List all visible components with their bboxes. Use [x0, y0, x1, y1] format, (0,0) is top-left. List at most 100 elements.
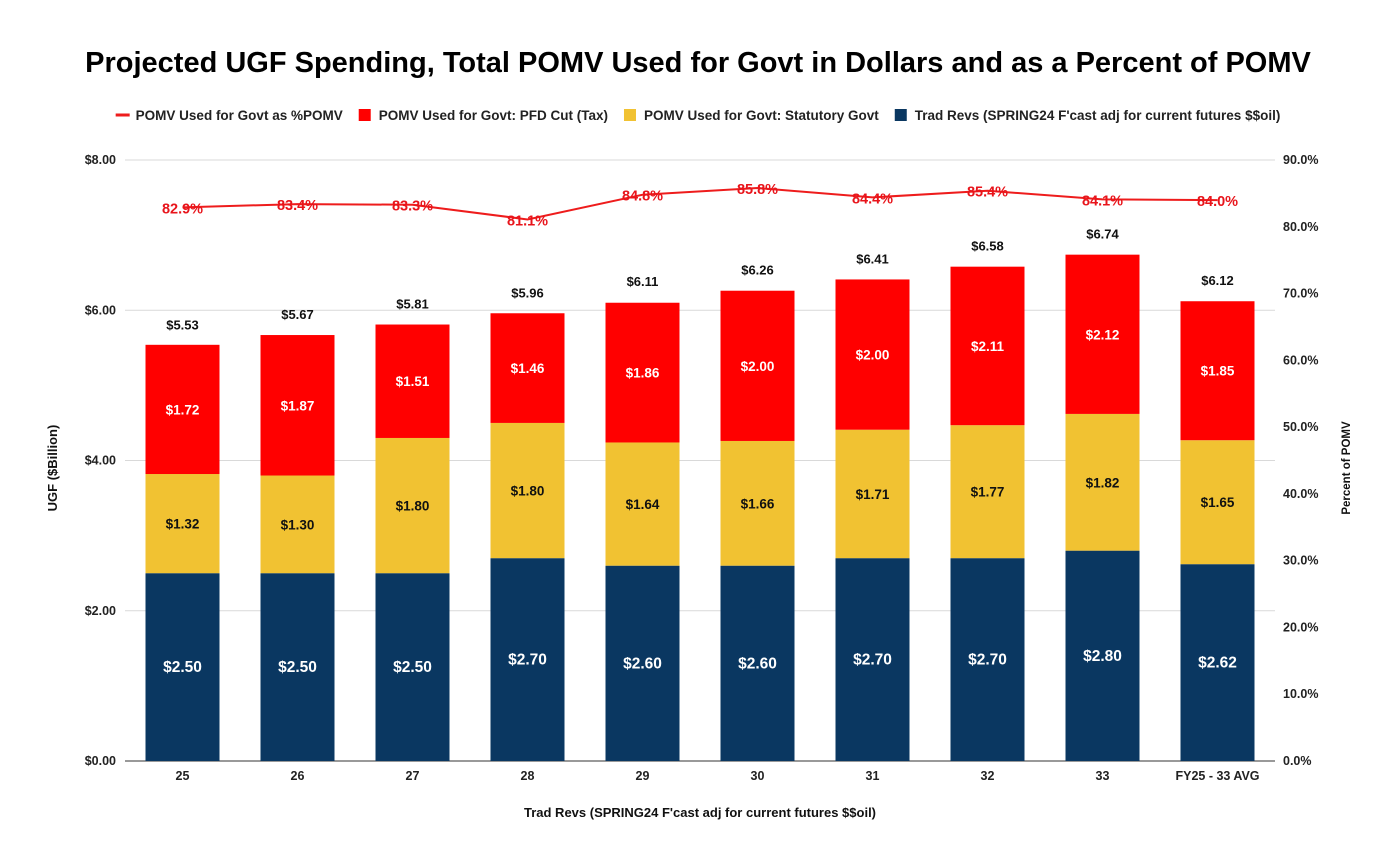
total-label: $5.96: [511, 285, 544, 300]
data-label-trad: $2.50: [393, 659, 432, 676]
data-label-pfd: $1.87: [281, 398, 315, 413]
bar-statutory: [1180, 440, 1255, 565]
bar-statutory: [145, 474, 220, 574]
y2-tick-label: 30.0%: [1283, 554, 1318, 568]
bar-trad: [1065, 550, 1140, 761]
data-label-trad: $2.50: [163, 659, 202, 676]
data-label-trad: $2.62: [1198, 655, 1237, 672]
percent-label: 81.1%: [507, 213, 548, 229]
y2-tick-label: 20.0%: [1283, 620, 1318, 634]
x-tick-label: FY25 - 33 AVG: [1175, 769, 1259, 783]
y-tick-label: $4.00: [85, 454, 116, 468]
x-tick-label: 26: [291, 769, 305, 783]
x-tick-label: 29: [636, 769, 650, 783]
percent-label: 84.8%: [622, 189, 663, 205]
total-label: $6.12: [1201, 273, 1234, 288]
percent-label: 85.8%: [737, 182, 778, 198]
data-label-pfd: $2.00: [741, 359, 775, 374]
total-labels: $5.53 $5.67 $5.81 $5.96 $6.11 $6.26 $6.41 $6.58…: [166, 227, 1234, 333]
total-label: $6.74: [1086, 227, 1119, 242]
bar-trad: [375, 573, 450, 761]
x-tick-label: 28: [521, 769, 535, 783]
data-label-pfd: $2.11: [971, 339, 1005, 354]
bar-statutory: [490, 422, 565, 559]
bar-pfd: [490, 313, 565, 423]
total-label: $5.81: [396, 297, 429, 312]
x-tick-label: 30: [751, 769, 765, 783]
segment-labels: $2.50 $1.32 $1.72 $2.50 $1.30 $1.87 $2.50 $1.80…: [163, 327, 1237, 676]
bar-statutory: [950, 425, 1025, 559]
bar-statutory: [1065, 413, 1140, 551]
total-label: $6.41: [856, 251, 889, 266]
data-label-pfd: $1.72: [166, 402, 200, 417]
y-tick-label: $6.00: [85, 303, 116, 317]
total-label: $5.67: [281, 307, 314, 322]
percent-label: 84.4%: [852, 191, 893, 207]
legend: POMV Used for Govt as %POMV POMV Used for…: [115, 108, 1281, 123]
data-label-statutory: $1.32: [166, 517, 200, 532]
bar-pfd: [605, 302, 680, 443]
percent-label: 82.9%: [162, 201, 203, 217]
x-tick-label: 33: [1096, 769, 1110, 783]
bar-pfd: [1065, 254, 1140, 414]
legend-label: Trad Revs (SPRING24 F'cast adj for curre…: [915, 108, 1281, 123]
bar-pfd: [950, 266, 1025, 426]
data-label-pfd: $1.51: [396, 374, 430, 389]
right-axis: 0.0% 10.0% 20.0% 30.0% 40.0% 50.0% 60.0% 70.0% 8…: [1283, 153, 1318, 768]
bar-trad: [260, 573, 335, 761]
bar-statutory: [260, 475, 335, 574]
chart-title: Projected UGF Spending, Total POMV Used …: [85, 47, 1311, 79]
y-tick-label: $8.00: [85, 153, 116, 167]
bar-pfd: [375, 324, 450, 438]
y2-tick-label: 0.0%: [1283, 754, 1312, 768]
percent-label: 85.4%: [967, 185, 1008, 201]
data-label-statutory: $1.80: [396, 499, 430, 514]
bar-trad: [605, 565, 680, 761]
legend-swatch-trad: [894, 109, 907, 121]
y-tick-label: $0.00: [85, 754, 116, 768]
legend-label: POMV Used for Govt as %POMV: [136, 108, 343, 123]
percent-line: 82.9% 83.4% 83.3% 81.1% 84.8% 85.8% 84.4% 85.4%…: [162, 182, 1238, 229]
x-axis: 25 26 27 28 29 30 31 32 33 FY25 - 33 AVG: [176, 769, 1260, 783]
y2-tick-label: 10.0%: [1283, 687, 1318, 701]
legend-label: POMV Used for Govt: PFD Cut (Tax): [379, 108, 608, 123]
data-label-pfd: $2.00: [856, 348, 890, 363]
total-label: $6.26: [741, 263, 774, 278]
bar-statutory: [835, 429, 910, 559]
data-label-trad: $2.70: [853, 652, 892, 669]
bar-trad: [145, 573, 220, 761]
x-tick-label: 31: [866, 769, 880, 783]
bar-trad: [950, 558, 1025, 761]
data-label-statutory: $1.80: [511, 484, 545, 499]
bar-pfd: [720, 290, 795, 441]
data-label-trad: $2.50: [278, 659, 317, 676]
x-axis-title: Trad Revs (SPRING24 F'cast adj for curre…: [524, 805, 876, 820]
x-tick-label: 25: [176, 769, 190, 783]
bar-trad: [490, 558, 565, 761]
data-label-trad: $2.80: [1083, 648, 1122, 665]
x-tick-label: 27: [406, 769, 420, 783]
data-label-statutory: $1.77: [971, 485, 1005, 500]
bar-statutory: [605, 442, 680, 566]
total-label: $6.11: [627, 274, 659, 289]
data-label-pfd: $1.85: [1201, 364, 1235, 379]
data-label-trad: $2.70: [968, 652, 1007, 669]
legend-label: POMV Used for Govt: Statutory Govt: [644, 108, 879, 123]
percent-label: 83.4%: [277, 198, 318, 214]
bar-pfd: [145, 344, 220, 475]
bars: [145, 254, 1255, 761]
percent-label: 84.0%: [1197, 194, 1238, 210]
bar-pfd: [835, 279, 910, 430]
percent-line-path: [182, 187, 1218, 221]
y-tick-label: $2.00: [85, 604, 116, 618]
legend-line-marker: [115, 113, 130, 117]
data-label-trad: $2.60: [623, 655, 662, 672]
data-label-trad: $2.60: [738, 655, 777, 672]
left-axis: $0.00 $2.00 $4.00 $6.00 $8.00: [85, 153, 116, 768]
data-label-statutory: $1.65: [1201, 495, 1235, 510]
data-label-statutory: $1.82: [1086, 475, 1120, 490]
data-label-statutory: $1.30: [281, 517, 315, 532]
legend-swatch-pfd: [358, 109, 371, 121]
